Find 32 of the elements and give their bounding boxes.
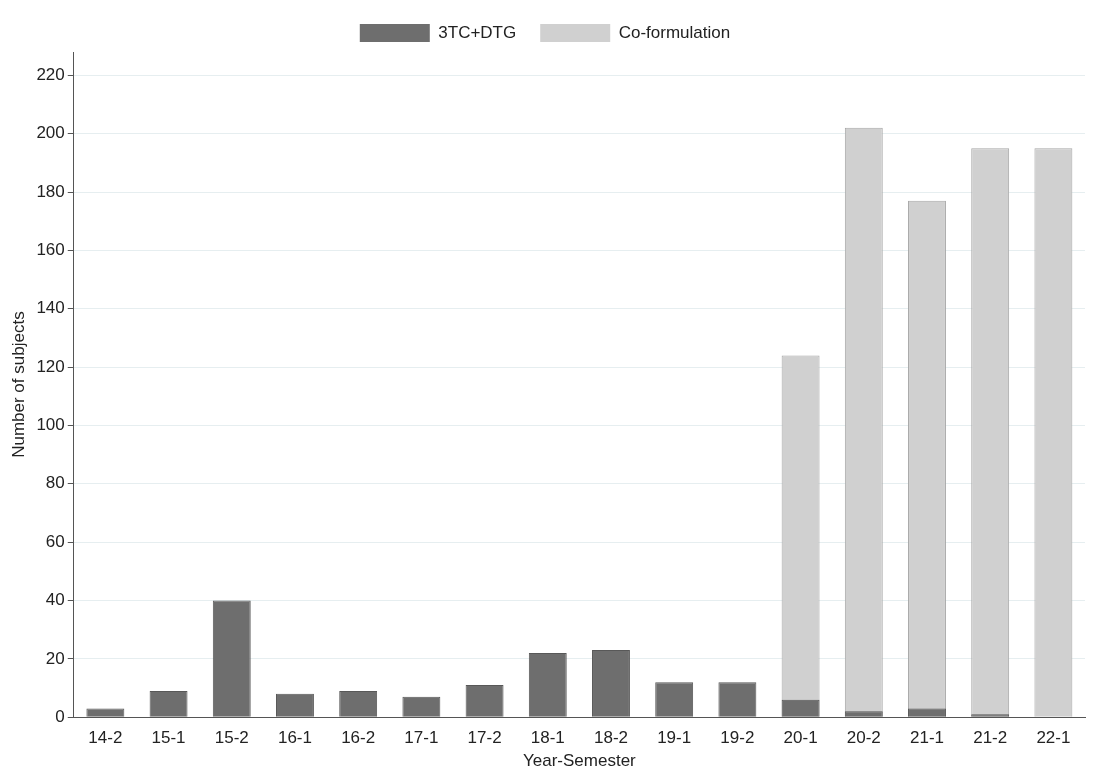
x-tick-label: 15-1 [151,728,186,748]
legend-label: Co-formulation [618,22,731,42]
y-tick-label: 160 [36,240,65,260]
x-tick-label: 15-2 [214,728,249,748]
y-tick-label: 120 [36,356,65,376]
x-tick-label: 19-2 [720,728,755,748]
x-tick-label: 16-2 [341,728,376,748]
x-tick-label: 18-2 [593,728,628,748]
x-axis-title: Year-Semester [523,751,637,771]
x-tick-label: 17-2 [467,728,502,748]
x-tick-label: 19-1 [657,728,692,748]
y-tick-label: 200 [36,123,65,143]
legend-label: 3TC+DTG [438,22,517,42]
x-tick-label: 14-2 [88,728,123,748]
y-tick-label: 180 [36,181,65,201]
y-tick-label: 140 [36,298,65,318]
y-tick-label: 220 [36,65,65,85]
x-tick-label: 22-1 [1036,728,1071,748]
x-tick-label: 18-1 [530,728,565,748]
y-tick-label: 80 [45,473,65,493]
x-tick-label: 20-2 [846,728,881,748]
y-tick-label: 60 [45,531,65,551]
x-tick-label: 17-1 [404,728,439,748]
y-axis-title: Number of subjects [8,311,28,458]
x-tick-label: 16-1 [277,728,312,748]
y-tick-label: 20 [45,648,65,668]
x-tick-label: 20-1 [783,728,818,748]
x-tick-label: 21-1 [909,728,945,748]
y-tick-label: 100 [36,415,65,435]
x-tick-label: 21-2 [973,728,1008,748]
y-tick-label: 0 [55,706,65,726]
y-tick-label: 40 [45,590,65,610]
